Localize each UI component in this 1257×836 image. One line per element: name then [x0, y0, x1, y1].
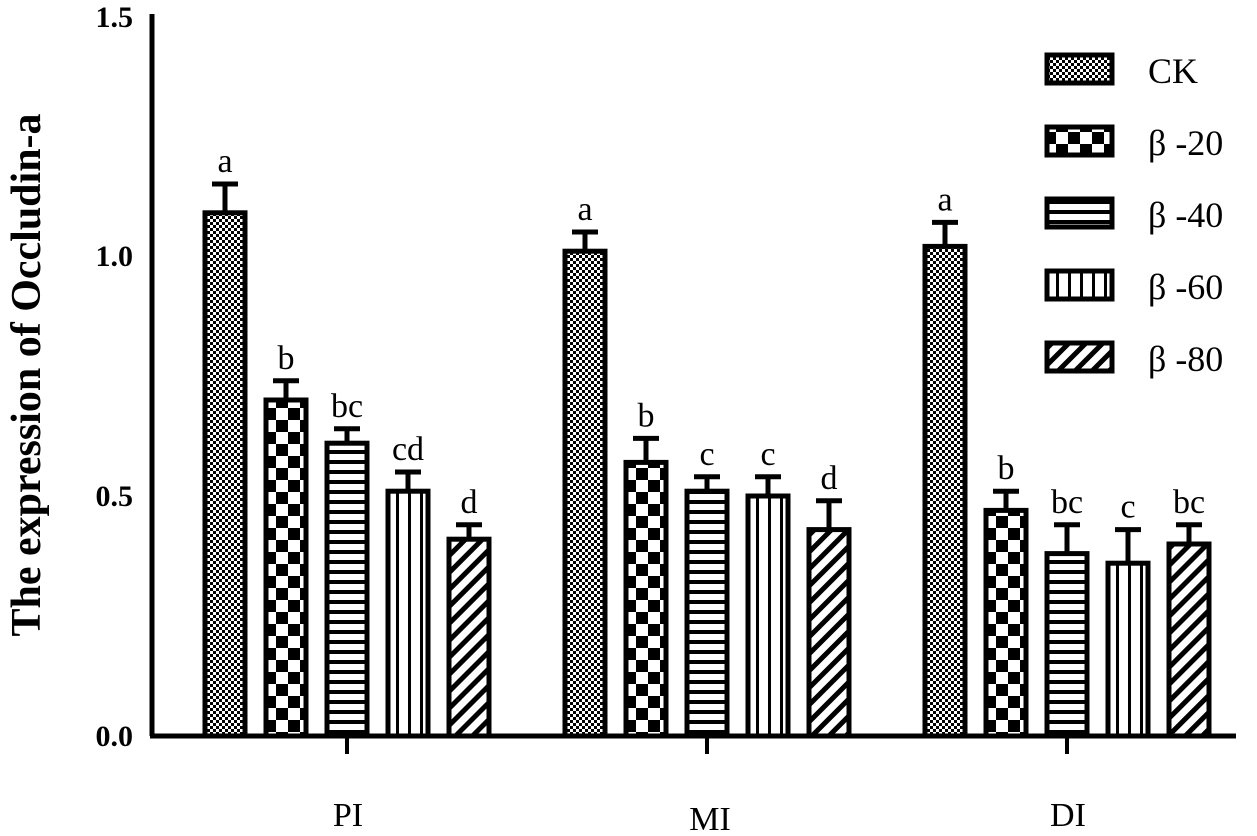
significance-label: c: [699, 436, 714, 473]
bar: [446, 536, 492, 739]
y-ticks: 0.0 0.5 1.0 1.5: [96, 1, 134, 753]
legend-label: β -20: [1148, 123, 1223, 163]
significance-label: a: [217, 143, 232, 180]
significance-label: a: [577, 191, 592, 228]
significance-label: b: [998, 450, 1015, 487]
x-category-label: DI: [1050, 797, 1086, 834]
significance-label: bc: [1173, 484, 1205, 521]
bar: [324, 440, 370, 739]
significance-label: b: [638, 397, 655, 434]
significance-label: c: [1120, 489, 1135, 526]
bar: [745, 493, 791, 739]
legend-swatch-b80: [1044, 340, 1115, 374]
y-tick-label: 0.5: [96, 480, 134, 513]
bar: [922, 243, 968, 739]
legend-swatch-b60: [1044, 268, 1115, 302]
significance-label: b: [278, 340, 295, 377]
bar: [983, 507, 1029, 739]
bar: [202, 210, 248, 739]
legend: CK β -20 β -40 β -60 β -80: [1044, 51, 1223, 379]
y-tick-label: 1.0: [96, 240, 134, 273]
significance-label: a: [937, 181, 952, 218]
x-categories: PI MI DI: [333, 797, 1086, 836]
legend-label: β -40: [1148, 195, 1223, 235]
bar: [623, 459, 669, 739]
bar: [385, 488, 431, 739]
legend-swatch-ck: [1044, 52, 1115, 86]
bar: [684, 488, 730, 739]
x-category-label: PI: [333, 797, 363, 834]
significance-label: cd: [392, 431, 424, 468]
y-tick-label: 1.5: [96, 1, 134, 34]
bar: [1166, 541, 1212, 739]
x-category-label: MI: [689, 801, 731, 836]
bar: [1105, 560, 1151, 739]
bar: [1044, 551, 1090, 739]
y-axis-label: The expression of Occludin-a: [4, 113, 50, 636]
legend-swatch-b20: [1044, 124, 1115, 158]
significance-label: bc: [331, 388, 363, 425]
y-tick-label: 0.0: [96, 720, 134, 753]
significance-label: d: [461, 484, 478, 521]
legend-label: β -80: [1148, 339, 1223, 379]
significance-label: c: [760, 436, 775, 473]
legend-label: CK: [1148, 51, 1198, 91]
bar: [562, 248, 608, 739]
significance-label: bc: [1051, 484, 1083, 521]
bar: [806, 527, 852, 739]
bar: [263, 397, 309, 739]
significance-label: d: [821, 460, 838, 497]
legend-label: β -60: [1148, 267, 1223, 307]
legend-swatch-b40: [1044, 196, 1115, 230]
